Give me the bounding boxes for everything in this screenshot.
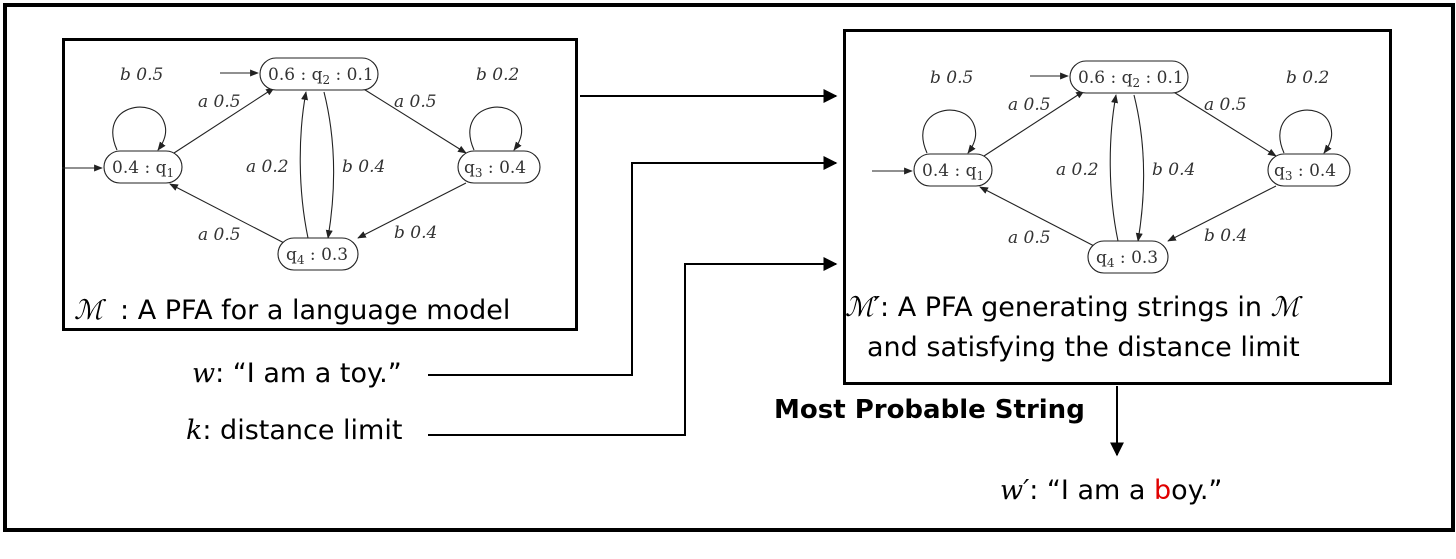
- edge-loop-q1: [922, 109, 977, 154]
- output-text-2: oy.”: [1171, 475, 1223, 506]
- k-input-label: k: distance limit: [186, 414, 402, 448]
- edge-q2-q3: [1171, 90, 1277, 157]
- edge-loop-q1: [112, 106, 167, 151]
- label-q2-q3: a 0.5: [1204, 95, 1247, 115]
- w-prime-variable: w′: [1000, 475, 1030, 506]
- k-input-text: : distance limit: [202, 415, 403, 446]
- edge-q1-q2: [173, 87, 275, 154]
- w-variable: w: [192, 358, 216, 389]
- label-q3-q4: b 0.4: [394, 223, 437, 243]
- output-highlight-char: b: [1154, 475, 1172, 506]
- node-q4: [1087, 240, 1169, 274]
- w-input-text: : “I am a toy.”: [215, 358, 402, 389]
- m-prime-caption-symbol-inline: ℳ: [1270, 292, 1300, 323]
- node-q3: [1267, 153, 1351, 187]
- w-input-label: w: “I am a toy.”: [192, 357, 402, 391]
- label-q2-q4: b 0.4: [342, 157, 385, 177]
- label-loop-q3: b 0.2: [476, 65, 519, 85]
- pfa-nodes: 0.4 : q1 0.6 : q2 : 0.1 q3 : 0.4 q4 : 0.…: [103, 57, 541, 271]
- edge-loop-q3: [1279, 109, 1333, 154]
- output-string: w′: “I am a boy.”: [1000, 474, 1222, 508]
- node-q3-label: q3 : 0.4: [464, 158, 526, 180]
- edge-q2-q3: [361, 87, 467, 154]
- pfa-edges: [62, 69, 523, 246]
- pfa-edge-labels: b 0.5 a 0.5 a 0.5 b 0.2 a 0.2 b 0.4 a 0.…: [930, 68, 1329, 248]
- label-q4-q2: a 0.2: [246, 157, 289, 177]
- pfa-m-prime-diagram: 0.4 : q1 0.6 : q2 : 0.1 q3 : 0.4 q4 : 0.…: [872, 60, 1351, 274]
- pfa-edge-labels: b 0.5 a 0.5 a 0.5 b 0.2 a 0.2 b 0.4 a 0.…: [120, 65, 519, 245]
- arrow-w-to-m-prime: [428, 156, 838, 376]
- edge-q1-q2: [983, 90, 1085, 157]
- edge-q4-q1: [169, 183, 289, 246]
- label-loop-q1: b 0.5: [120, 65, 163, 85]
- label-q2-q4: b 0.4: [1152, 160, 1195, 180]
- node-q4-label: q4 : 0.3: [1096, 248, 1158, 270]
- edge-q3-q4: [357, 182, 467, 239]
- m-prime-caption-line2: and satisfying the distance limit: [867, 332, 1300, 363]
- node-q1-label: 0.4 : q1: [112, 158, 174, 180]
- m-prime-caption-text-1: : A PFA generating strings in: [880, 292, 1271, 323]
- node-q2-label: 0.6 : q2 : 0.1: [268, 65, 374, 87]
- label-q4-q2: a 0.2: [1056, 160, 1099, 180]
- node-q1: [103, 150, 183, 184]
- m-caption-text: : A PFA for a language model: [102, 295, 511, 326]
- edge-q4-q2: [1109, 94, 1119, 242]
- edge-loop-q3: [469, 106, 523, 151]
- m-symbol: ℳ: [74, 295, 103, 326]
- edge-q3-q4: [1167, 185, 1277, 242]
- edge-q4-q2: [299, 91, 309, 239]
- node-q2: [259, 57, 379, 91]
- pfa-m-diagram: 0.4 : q1 0.6 : q2 : 0.1 q3 : 0.4 q4 : 0.…: [62, 57, 541, 271]
- pfa-nodes: 0.4 : q1 0.6 : q2 : 0.1 q3 : 0.4 q4 : 0.…: [913, 60, 1351, 274]
- m-caption: ℳ : A PFA for a language model: [74, 294, 510, 328]
- node-q2-label: 0.6 : q2 : 0.1: [1078, 68, 1184, 90]
- label-q2-q3: a 0.5: [394, 92, 437, 112]
- node-q4: [277, 237, 359, 271]
- arrow-k-to-m-prime: [428, 257, 838, 436]
- label-q4-q1: a 0.5: [1008, 228, 1051, 248]
- m-prime-caption-line1: ℳ′: A PFA generating strings in ℳ: [845, 291, 1299, 325]
- node-q2: [1069, 60, 1189, 94]
- most-probable-string-label: Most Probable String: [774, 395, 1085, 425]
- label-q3-q4: b 0.4: [1204, 226, 1247, 246]
- pfa-edges: [872, 72, 1333, 249]
- edge-q2-q4: [323, 91, 335, 239]
- node-q3-label: q3 : 0.4: [1274, 161, 1336, 183]
- edge-q2-q4: [1133, 94, 1145, 242]
- label-q4-q1: a 0.5: [198, 225, 241, 245]
- outer-frame: [3, 3, 1455, 532]
- node-q1: [913, 153, 993, 187]
- edge-q4-q1: [979, 186, 1099, 249]
- label-loop-q3: b 0.2: [1286, 68, 1329, 88]
- node-q3: [457, 150, 541, 184]
- node-q1-label: 0.4 : q1: [922, 161, 984, 183]
- m-prime-symbol: ℳ′: [845, 292, 881, 323]
- node-q4-label: q4 : 0.3: [286, 245, 348, 267]
- label-loop-q1: b 0.5: [930, 68, 973, 88]
- label-q1-q2: a 0.5: [1008, 95, 1051, 115]
- k-variable: k: [186, 415, 203, 446]
- output-text-1: : “I am a: [1029, 475, 1155, 506]
- label-q1-q2: a 0.5: [198, 92, 241, 112]
